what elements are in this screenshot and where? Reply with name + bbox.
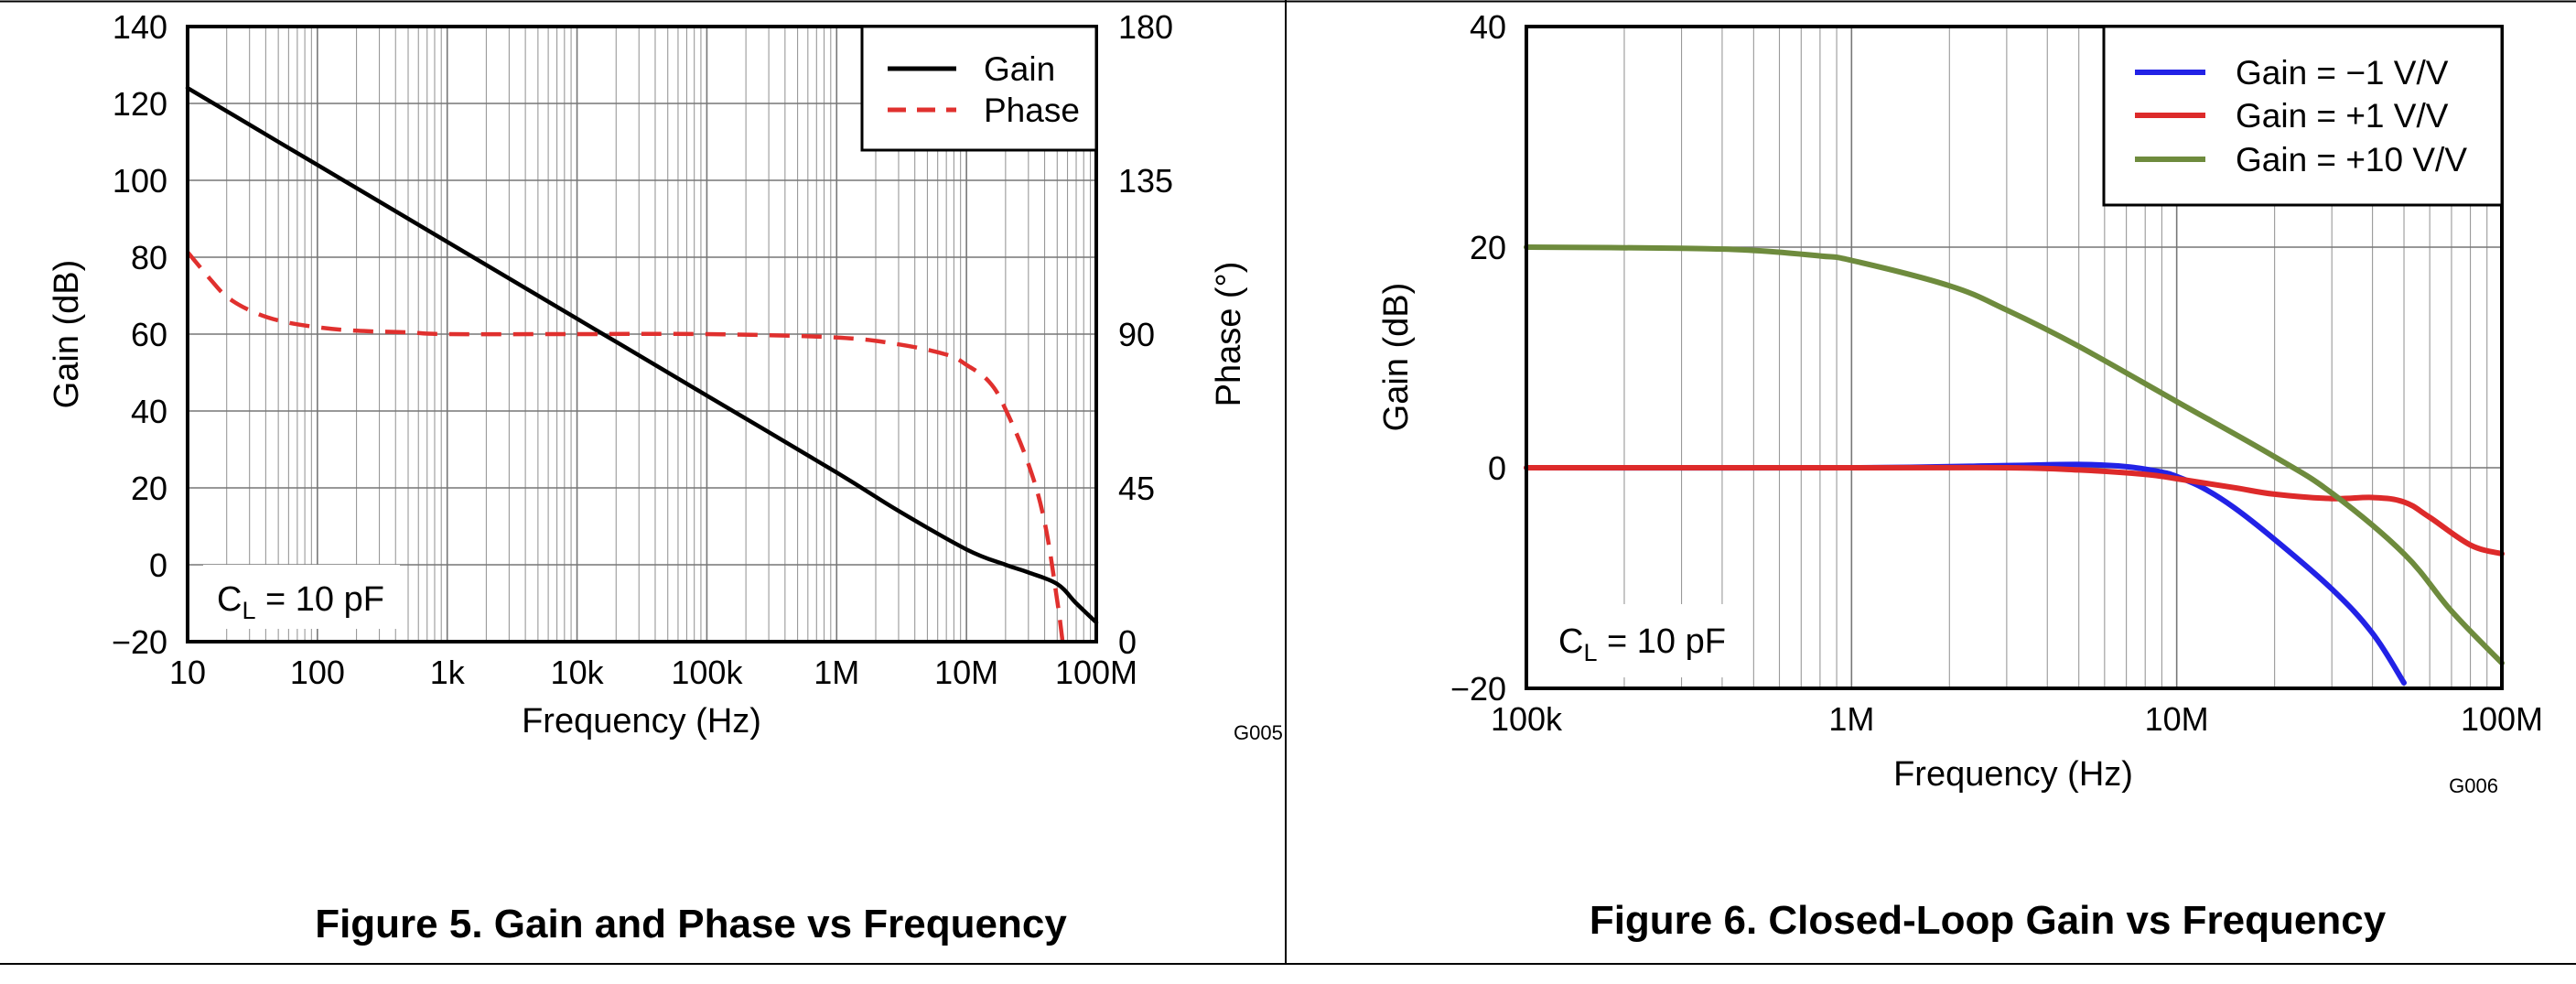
x-tick-label: 1M — [814, 654, 859, 691]
y-tick-label: −20 — [112, 623, 167, 661]
y-tick-label: 120 — [113, 85, 167, 123]
chart-closed-loop-gain: 40 20 0 −20 100k 1M 10M 100M Frequency (Hz) Ga… — [1377, 8, 2543, 943]
plot-frame — [1525, 25, 2504, 690]
legend-label-gain: Gain — [984, 50, 1055, 88]
y-tick-label: 100 — [113, 162, 167, 200]
svg-text:CL = 10 pF: CL = 10 pF — [1558, 622, 1726, 666]
y-tick-label: 0 — [1488, 449, 1506, 487]
y2-tick-label: 90 — [1118, 316, 1155, 353]
y-tick-label: 20 — [1470, 229, 1506, 266]
x-tick-label: 10 — [169, 654, 206, 691]
x-axis-label: Frequency (Hz) — [522, 702, 761, 741]
series-line-gain-1-v-v — [1524, 464, 2505, 557]
y-tick-label: 60 — [131, 316, 167, 353]
x-tick-label: 100k — [1491, 700, 1563, 738]
y-tick-label: 0 — [149, 546, 167, 584]
y-tick-label: 80 — [131, 239, 167, 276]
x-tick-labels: 10 100 1k 10k 100k 1M 10M 100M — [169, 654, 1137, 691]
y-axis-label: Gain (dB) — [48, 260, 86, 409]
figure-code: G006 — [2449, 774, 2498, 797]
series-line-gain — [185, 85, 1099, 625]
legend: Gain = −1 V/V Gain = +1 V/V Gain = +10 V… — [2102, 25, 2504, 207]
y-tick-label: 40 — [1470, 8, 1506, 46]
series-line-gain-10-v-v — [1524, 244, 2505, 666]
x-tick-label: 1M — [1828, 700, 1874, 738]
y-axis-label: Gain (dB) — [1377, 283, 1416, 432]
y-tick-labels: 40 20 0 −20 — [1450, 8, 1506, 708]
figure-caption: Figure 5. Gain and Phase vs Frequency — [315, 902, 1067, 946]
load-cap-annotation: CL = 10 pF — [1542, 604, 1752, 677]
series-group — [185, 85, 1099, 643]
x-tick-labels: 100k 1M 10M 100M — [1491, 700, 2543, 738]
x-axis-label: Frequency (Hz) — [1893, 755, 2133, 794]
x-tick-label: 10M — [2145, 700, 2209, 738]
annotation-rest: = 10 pF — [1597, 622, 1725, 661]
legend-box — [860, 25, 1098, 152]
legend-label-plus10: Gain = +10 V/V — [2236, 141, 2467, 178]
x-tick-label: 10k — [551, 654, 605, 691]
y2-tick-labels: 180 135 90 45 0 — [1118, 8, 1173, 661]
figure-code: G005 — [1234, 721, 1283, 744]
x-tick-label: 100M — [1055, 654, 1137, 691]
y2-tick-label: 180 — [1118, 8, 1173, 46]
legend-label-phase: Phase — [984, 92, 1080, 129]
y-tick-label: 20 — [131, 470, 167, 507]
figure-caption: Figure 6. Closed-Loop Gain vs Frequency — [1590, 898, 2387, 943]
y2-axis-label: Phase (°) — [1210, 262, 1248, 407]
x-tick-label: 10M — [934, 654, 998, 691]
y-tick-label: 40 — [131, 393, 167, 430]
legend: Gain Phase — [860, 25, 1098, 152]
y-tick-labels: 140 120 100 80 60 40 20 0 −20 — [112, 8, 167, 661]
x-tick-label: 100k — [671, 654, 743, 691]
y2-tick-label: 45 — [1118, 470, 1155, 507]
x-tick-label: 100M — [2461, 700, 2543, 738]
y-tick-label: −20 — [1450, 670, 1506, 708]
load-cap-annotation: CL = 10 pF — [203, 565, 400, 629]
y2-tick-label: 135 — [1118, 162, 1173, 200]
series-line-phase — [186, 250, 1065, 643]
legend-label-plus1: Gain = +1 V/V — [2236, 97, 2449, 135]
plot-frame — [186, 25, 1098, 643]
y-tick-label: 140 — [113, 8, 167, 46]
svg-text:CL = 10 pF: CL = 10 pF — [217, 580, 384, 624]
annotation-main: C — [217, 580, 242, 619]
y2-tick-label: 0 — [1118, 623, 1137, 661]
annotation-sub: L — [242, 597, 255, 624]
legend-label-minus1: Gain = −1 V/V — [2236, 54, 2449, 92]
annotation-main: C — [1558, 622, 1583, 661]
annotation-rest: = 10 pF — [255, 580, 383, 619]
annotation-sub: L — [1583, 639, 1597, 666]
series-group — [1524, 244, 2505, 686]
x-tick-label: 1k — [430, 654, 466, 691]
x-tick-label: 100 — [290, 654, 345, 691]
